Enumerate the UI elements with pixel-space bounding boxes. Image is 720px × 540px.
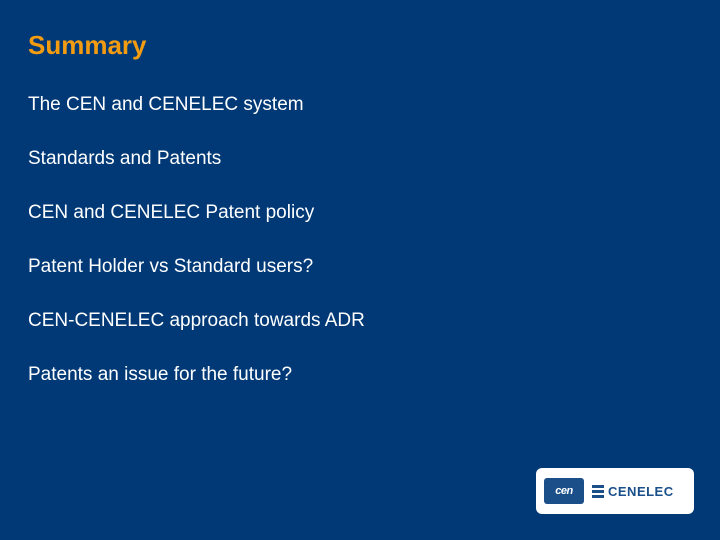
list-item: Standards and Patents	[28, 148, 365, 170]
list-item: The CEN and CENELEC system	[28, 94, 365, 116]
list-item: CEN-CENELEC approach towards ADR	[28, 310, 365, 332]
list-item: CEN and CENELEC Patent policy	[28, 202, 365, 224]
cenelec-logo-text: CENELEC	[608, 484, 674, 499]
cen-logo-icon: cen	[544, 478, 584, 504]
cenelec-logo-icon: CENELEC	[592, 484, 686, 499]
slide-title: Summary	[28, 30, 147, 61]
bullet-list: The CEN and CENELEC system Standards and…	[28, 94, 365, 418]
list-item: Patents an issue for the future?	[28, 364, 365, 386]
logo-container: cen CENELEC	[536, 468, 694, 514]
list-item: Patent Holder vs Standard users?	[28, 256, 365, 278]
cenelec-bars-icon	[592, 485, 604, 498]
